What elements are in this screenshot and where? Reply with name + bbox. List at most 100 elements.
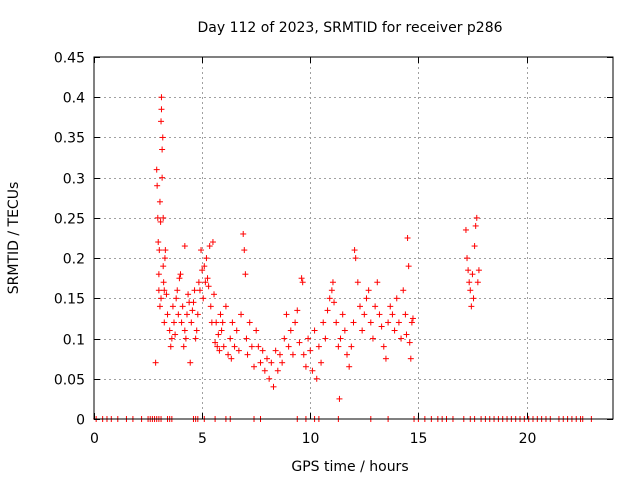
data-point <box>248 343 255 350</box>
data-point <box>214 343 221 350</box>
data-point <box>313 375 320 382</box>
data-point <box>274 367 281 374</box>
data-point <box>298 275 305 282</box>
data-point <box>156 198 163 205</box>
data-point <box>155 287 162 294</box>
data-point <box>387 303 394 310</box>
data-point <box>470 295 477 302</box>
data-point <box>270 383 277 390</box>
data-point <box>215 331 222 338</box>
y-tick-label: 0.2 <box>63 252 85 268</box>
data-point <box>337 335 344 342</box>
data-point <box>195 279 202 286</box>
data-point <box>241 247 248 254</box>
data-point <box>164 311 171 318</box>
data-point <box>348 343 355 350</box>
data-point <box>292 319 299 326</box>
data-point <box>159 174 166 181</box>
data-point <box>331 299 338 306</box>
data-point <box>315 343 322 350</box>
data-point <box>404 235 411 241</box>
data-point <box>227 335 234 342</box>
data-point <box>302 363 309 370</box>
data-point <box>229 319 236 326</box>
data-point <box>191 287 198 294</box>
data-point <box>194 311 201 318</box>
data-point <box>272 347 279 354</box>
data-point <box>176 275 183 282</box>
data-point <box>218 327 225 334</box>
y-tick-label: 0.35 <box>54 131 85 147</box>
x-axis-label: GPS time / hours <box>291 459 408 475</box>
data-point <box>166 327 173 334</box>
data-point <box>172 331 179 338</box>
x-tick-label: 15 <box>410 431 428 447</box>
data-point <box>356 303 363 310</box>
data-point <box>228 355 235 362</box>
data-point <box>175 311 182 318</box>
data-point <box>359 327 366 334</box>
data-point <box>372 303 379 310</box>
data-point <box>206 243 213 250</box>
data-point <box>212 339 219 346</box>
data-point <box>329 279 336 286</box>
data-point <box>242 271 249 278</box>
data-point <box>201 263 208 270</box>
data-point <box>365 287 372 294</box>
data-point <box>162 247 169 254</box>
y-tick-label: 0.1 <box>63 333 85 349</box>
data-point <box>318 359 325 366</box>
data-point <box>465 267 472 274</box>
data-point <box>400 287 407 294</box>
data-point <box>403 331 410 338</box>
data-point <box>336 395 343 402</box>
data-point <box>324 307 331 314</box>
x-tick-label: 10 <box>302 431 320 447</box>
data-point <box>350 319 357 326</box>
data-point <box>341 327 348 334</box>
chart-title: Day 112 of 2023, SRMTID for receiver p28… <box>197 20 502 36</box>
data-point <box>167 343 174 350</box>
data-point <box>158 295 165 302</box>
data-point <box>216 347 223 354</box>
data-point <box>185 291 192 298</box>
data-point <box>193 327 200 334</box>
data-point <box>464 255 471 262</box>
data-point <box>243 335 250 342</box>
data-point <box>160 263 167 270</box>
data-point <box>294 307 301 314</box>
data-point <box>177 271 184 278</box>
data-point <box>154 214 161 221</box>
y-tick-label: 0.45 <box>54 51 85 67</box>
grid-lines <box>94 57 613 419</box>
data-point <box>385 319 392 326</box>
data-point <box>346 363 353 370</box>
data-point <box>361 311 368 318</box>
data-point <box>408 319 415 326</box>
data-point <box>299 279 306 286</box>
data-point <box>190 299 197 306</box>
data-point <box>395 319 402 326</box>
data-point <box>161 255 168 262</box>
data-point <box>160 214 167 221</box>
data-point <box>354 279 361 286</box>
data-point <box>374 279 381 286</box>
data-point <box>296 339 303 346</box>
data-point <box>363 295 370 302</box>
data-point <box>205 283 212 290</box>
data-point <box>189 307 196 314</box>
data-point <box>231 343 238 350</box>
data-point <box>202 279 209 286</box>
data-point <box>183 311 190 318</box>
data-point <box>382 355 389 362</box>
data-point <box>153 166 160 173</box>
data-point <box>169 303 176 310</box>
data-point <box>156 247 163 254</box>
data-point <box>283 311 290 318</box>
data-point <box>168 335 175 342</box>
data-point <box>192 335 199 342</box>
data-point <box>376 311 383 318</box>
data-point <box>199 267 206 274</box>
y-tick-label: 0.3 <box>63 172 85 188</box>
